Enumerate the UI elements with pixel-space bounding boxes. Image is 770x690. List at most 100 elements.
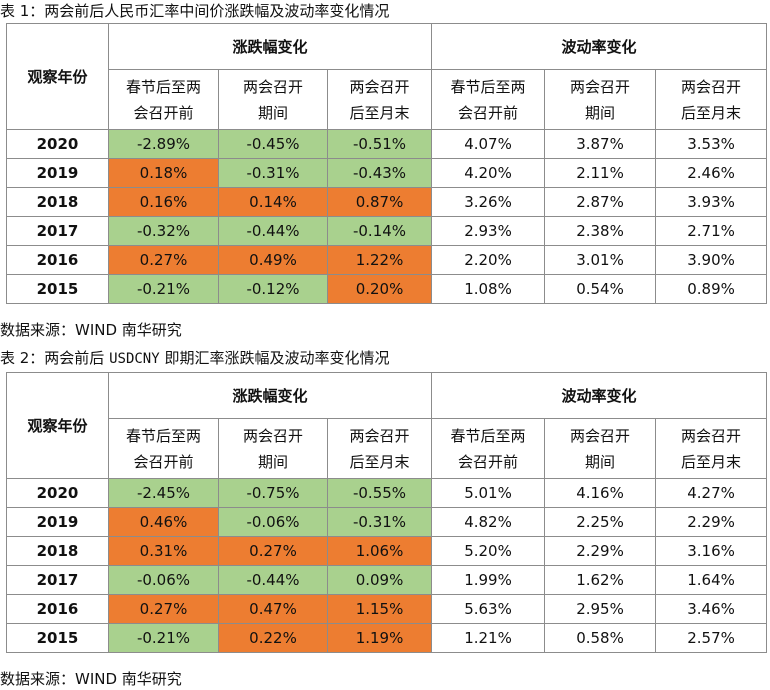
volatility-cell: 1.62% xyxy=(544,565,657,595)
volatility-cell: 2.46% xyxy=(655,158,768,188)
column-header-period: 两会召开 期间 xyxy=(544,418,657,479)
column-header-line: 后至月末 xyxy=(681,452,742,471)
change-cell: -0.06% xyxy=(108,565,219,595)
change-cell: 1.15% xyxy=(326,594,433,624)
volatility-cell: 3.26% xyxy=(431,187,546,217)
column-header-period: 春节后至两 会召开前 xyxy=(431,69,546,130)
year-cell: 2018 xyxy=(6,187,109,217)
column-header-line: 期间 xyxy=(585,452,616,471)
column-header-line: 两会召开 xyxy=(570,77,631,96)
table-row: 2016 0.27% 0.49% 1.22% 2.20% 3.01% 3.90% xyxy=(6,245,768,275)
row-header-observation-year: 观察年份 xyxy=(6,372,109,479)
header-row-group: 观察年份 涨跌幅变化 波动率变化 xyxy=(6,23,768,130)
header-row-periods: 春节后至两 会召开前 两会召开 期间 两会召开 后至月末 春节后至两 会召开前 两会召开 期间 两会… xyxy=(7,69,768,130)
column-header-line: 两会召开 xyxy=(242,77,303,96)
volatility-cell: 1.21% xyxy=(431,623,546,653)
column-header-line: 后至月末 xyxy=(349,103,410,122)
volatility-cell: 2.57% xyxy=(655,623,768,653)
change-cell: 1.19% xyxy=(326,623,433,653)
volatility-cell: 3.01% xyxy=(544,245,657,275)
group-header-change: 涨跌幅变化 xyxy=(107,23,433,70)
row-header-observation-year: 观察年份 xyxy=(6,23,109,130)
column-header-line: 两会召开 xyxy=(242,426,303,445)
year-cell: 2020 xyxy=(6,478,109,508)
change-cell: 0.27% xyxy=(108,245,219,275)
change-cell: -0.32% xyxy=(108,216,219,246)
volatility-cell: 2.20% xyxy=(431,245,546,275)
column-header-period: 春节后至两 会召开前 xyxy=(108,69,219,130)
volatility-cell: 2.38% xyxy=(544,216,657,246)
column-header-line: 后至月末 xyxy=(349,452,410,471)
column-header-period: 两会召开 后至月末 xyxy=(655,418,768,479)
group-header-volatility: 波动率变化 xyxy=(431,372,768,419)
column-header-line: 会召开前 xyxy=(458,452,519,471)
column-header-period: 两会召开 后至月末 xyxy=(655,69,768,130)
volatility-cell: 2.29% xyxy=(544,536,657,566)
year-cell: 2015 xyxy=(6,623,109,653)
column-header-period: 两会召开 期间 xyxy=(544,69,657,130)
column-header-line: 春节后至两 xyxy=(125,426,201,445)
change-cell: -0.31% xyxy=(218,158,328,188)
year-cell: 2016 xyxy=(6,594,109,624)
volatility-cell: 4.20% xyxy=(431,158,546,188)
change-cell: 0.27% xyxy=(218,536,328,566)
column-header-line: 春节后至两 xyxy=(125,77,201,96)
change-cell: -0.14% xyxy=(326,216,433,246)
table-row: 2017 -0.32% -0.44% -0.14% 2.93% 2.38% 2.71% xyxy=(6,216,768,246)
table2-body: 观察年份 涨跌幅变化 波动率变化 春节后至两 会召开前 两会召开 期间 两会召开 后至月末 春节后… xyxy=(6,372,768,653)
change-cell: -0.51% xyxy=(326,129,433,159)
column-header-period: 春节后至两 会召开前 xyxy=(108,418,219,479)
column-header-line: 会召开前 xyxy=(133,452,194,471)
table1-caption: 表 1：两会前后人民币汇率中间价涨跌幅及波动率变化情况 xyxy=(0,0,389,22)
volatility-cell: 4.16% xyxy=(544,478,657,508)
column-header-line: 两会召开 xyxy=(349,426,410,445)
change-cell: -0.45% xyxy=(218,129,328,159)
table1-caption-text: 表 1：两会前后人民币汇率中间价涨跌幅及波动率变化情况 xyxy=(0,2,390,20)
change-cell: -0.31% xyxy=(326,507,433,537)
table1: 观察年份 涨跌幅变化 波动率变化 春节后至两 会召开前 两会召开 期间 两会召开 后至月末 春节后… xyxy=(6,23,768,304)
change-cell: 0.20% xyxy=(326,274,433,304)
table-row: 2017 -0.06% -0.44% 0.09% 1.99% 1.62% 1.64% xyxy=(6,565,768,595)
column-header-line: 期间 xyxy=(257,452,288,471)
change-cell: -0.75% xyxy=(218,478,328,508)
volatility-cell: 2.87% xyxy=(544,187,657,217)
table2-source-text: 数据来源：WIND 南华研究 xyxy=(0,670,182,688)
table2-caption-suffix: 即期汇率涨跌幅及波动率变化情况 xyxy=(159,349,390,367)
table-row: 2019 0.46% -0.06% -0.31% 4.82% 2.25% 2.29% xyxy=(6,507,768,537)
column-header-line: 期间 xyxy=(257,103,288,122)
column-header-line: 会召开前 xyxy=(133,103,194,122)
year-cell: 2017 xyxy=(6,216,109,246)
year-cell: 2019 xyxy=(6,507,109,537)
table-row: 2015 -0.21% -0.12% 0.20% 1.08% 0.54% 0.89% xyxy=(6,274,768,304)
year-cell: 2018 xyxy=(6,536,109,566)
header-row-periods: 春节后至两 会召开前 两会召开 期间 两会召开 后至月末 春节后至两 会召开前 两会召开 期间 两会… xyxy=(7,418,768,479)
column-header-line: 后至月末 xyxy=(681,103,742,122)
volatility-cell: 5.20% xyxy=(431,536,546,566)
volatility-cell: 4.27% xyxy=(655,478,768,508)
volatility-cell: 5.01% xyxy=(431,478,546,508)
column-header-line: 春节后至两 xyxy=(450,426,526,445)
column-header-line: 两会召开 xyxy=(681,426,742,445)
group-header-change: 涨跌幅变化 xyxy=(107,372,433,419)
change-cell: -0.44% xyxy=(218,216,328,246)
table2: 观察年份 涨跌幅变化 波动率变化 春节后至两 会召开前 两会召开 期间 两会召开 后至月末 春节后… xyxy=(6,372,768,653)
volatility-cell: 3.90% xyxy=(655,245,768,275)
volatility-cell: 2.29% xyxy=(655,507,768,537)
table1-source: 数据来源：WIND 南华研究 xyxy=(0,319,182,341)
volatility-cell: 0.89% xyxy=(655,274,768,304)
table-row: 2018 0.16% 0.14% 0.87% 3.26% 2.87% 3.93% xyxy=(6,187,768,217)
change-cell: 0.14% xyxy=(218,187,328,217)
year-cell: 2017 xyxy=(6,565,109,595)
volatility-cell: 2.93% xyxy=(431,216,546,246)
year-cell: 2015 xyxy=(6,274,109,304)
volatility-cell: 1.08% xyxy=(431,274,546,304)
volatility-cell: 5.63% xyxy=(431,594,546,624)
column-header-line: 两会召开 xyxy=(570,426,631,445)
table2-caption-code: USDCNY xyxy=(109,351,160,367)
change-cell: -2.45% xyxy=(108,478,219,508)
change-cell: 0.22% xyxy=(218,623,328,653)
change-cell: -0.55% xyxy=(326,478,433,508)
change-cell: -0.12% xyxy=(218,274,328,304)
year-cell: 2016 xyxy=(6,245,109,275)
table-row: 2016 0.27% 0.47% 1.15% 5.63% 2.95% 3.46% xyxy=(6,594,768,624)
